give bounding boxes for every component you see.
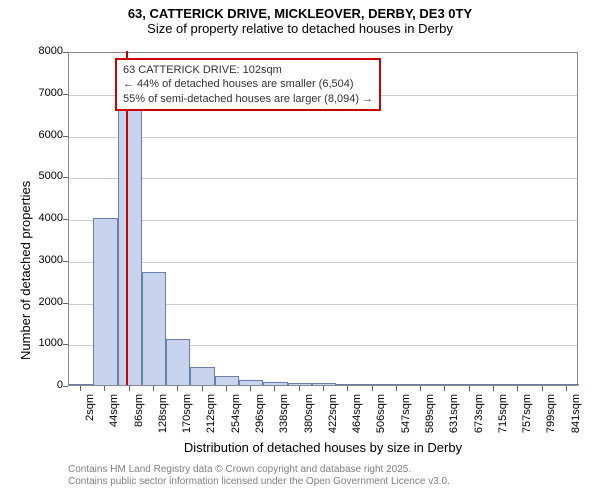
x-tick: 799sqm — [546, 394, 558, 433]
histogram-bar — [312, 383, 336, 385]
histogram-bar — [360, 384, 384, 385]
y-tick-mark — [63, 386, 68, 387]
x-tick-mark — [80, 386, 81, 391]
y-axis-label: Number of detached properties — [18, 181, 33, 360]
y-tick-mark — [63, 94, 68, 95]
y-tick-mark — [63, 303, 68, 304]
property-callout: 63 CATTERICK DRIVE: 102sqm ← 44% of deta… — [115, 58, 381, 111]
x-tick: 128sqm — [157, 394, 169, 433]
y-tick-mark — [63, 136, 68, 137]
x-tick-mark — [396, 386, 397, 391]
histogram-bar — [215, 376, 239, 385]
x-tick-mark — [542, 386, 543, 391]
x-tick: 757sqm — [521, 394, 533, 433]
x-tick-mark — [274, 386, 275, 391]
x-tick-mark — [129, 386, 130, 391]
histogram-bar — [506, 384, 530, 385]
grid-line — [69, 178, 577, 179]
histogram-bar — [93, 218, 117, 385]
x-tick: 715sqm — [497, 394, 509, 433]
x-axis-label: Distribution of detached houses by size … — [68, 440, 578, 455]
grid-line — [69, 137, 577, 138]
x-tick-mark — [469, 386, 470, 391]
y-tick-mark — [63, 219, 68, 220]
histogram-bar — [433, 384, 457, 385]
x-tick-mark — [323, 386, 324, 391]
histogram-bar — [288, 383, 312, 385]
histogram-bar — [190, 367, 214, 385]
histogram-bar — [142, 272, 166, 385]
grid-line — [69, 220, 577, 221]
callout-line3: 55% of semi-detached houses are larger (… — [123, 92, 373, 106]
x-tick: 86sqm — [133, 394, 145, 427]
x-tick-mark — [226, 386, 227, 391]
x-tick: 212sqm — [206, 394, 218, 433]
attribution-text: Contains HM Land Registry data © Crown c… — [68, 464, 450, 488]
y-tick-mark — [63, 344, 68, 345]
histogram-bar — [385, 384, 409, 385]
x-tick-mark — [153, 386, 154, 391]
histogram-bar — [482, 384, 506, 385]
grid-line — [69, 262, 577, 263]
y-tick: 6000 — [39, 129, 63, 141]
x-tick-mark — [517, 386, 518, 391]
y-tick: 2000 — [39, 296, 63, 308]
histogram-bar — [409, 384, 433, 385]
y-tick: 8000 — [39, 45, 63, 57]
x-tick: 422sqm — [327, 394, 339, 433]
histogram-bar — [336, 384, 360, 385]
x-tick: 631sqm — [448, 394, 460, 433]
x-tick: 296sqm — [254, 394, 266, 433]
x-tick-mark — [444, 386, 445, 391]
x-tick-mark — [250, 386, 251, 391]
histogram-bar — [239, 380, 263, 385]
x-tick-mark — [177, 386, 178, 391]
x-tick: 254sqm — [230, 394, 242, 433]
chart-title-block: 63, CATTERICK DRIVE, MICKLEOVER, DERBY, … — [0, 6, 600, 36]
x-tick: 673sqm — [473, 394, 485, 433]
chart-title: 63, CATTERICK DRIVE, MICKLEOVER, DERBY, … — [0, 6, 600, 21]
callout-line1: 63 CATTERICK DRIVE: 102sqm — [123, 63, 373, 77]
x-tick-mark — [347, 386, 348, 391]
attribution-line1: Contains HM Land Registry data © Crown c… — [68, 464, 450, 476]
histogram-bar — [555, 384, 579, 385]
histogram-bar — [118, 109, 142, 385]
x-tick: 506sqm — [376, 394, 388, 433]
x-tick-mark — [566, 386, 567, 391]
y-tick: 3000 — [39, 254, 63, 266]
x-tick: 589sqm — [424, 394, 436, 433]
y-tick: 0 — [57, 379, 63, 391]
histogram-bar — [458, 384, 482, 385]
x-tick: 338sqm — [278, 394, 290, 433]
y-tick-mark — [63, 52, 68, 53]
y-tick-mark — [63, 177, 68, 178]
attribution-line2: Contains public sector information licen… — [68, 476, 450, 488]
y-tick-mark — [63, 261, 68, 262]
x-tick: 841sqm — [570, 394, 582, 433]
histogram-bar — [530, 384, 554, 385]
y-tick: 1000 — [39, 337, 63, 349]
y-tick: 4000 — [39, 212, 63, 224]
x-tick: 2sqm — [84, 394, 96, 421]
x-tick: 44sqm — [108, 394, 120, 427]
x-tick-mark — [202, 386, 203, 391]
y-tick: 7000 — [39, 87, 63, 99]
x-tick-mark — [104, 386, 105, 391]
x-tick: 380sqm — [303, 394, 315, 433]
chart-subtitle: Size of property relative to detached ho… — [0, 21, 600, 36]
histogram-bar — [69, 384, 93, 385]
callout-line2: ← 44% of detached houses are smaller (6,… — [123, 77, 373, 91]
y-tick: 5000 — [39, 170, 63, 182]
histogram-bar — [166, 339, 190, 385]
x-tick: 464sqm — [351, 394, 363, 433]
x-tick: 170sqm — [181, 394, 193, 433]
x-tick-mark — [299, 386, 300, 391]
x-tick-mark — [372, 386, 373, 391]
x-tick-mark — [420, 386, 421, 391]
x-tick: 547sqm — [400, 394, 412, 433]
x-tick-mark — [493, 386, 494, 391]
histogram-bar — [263, 382, 287, 385]
